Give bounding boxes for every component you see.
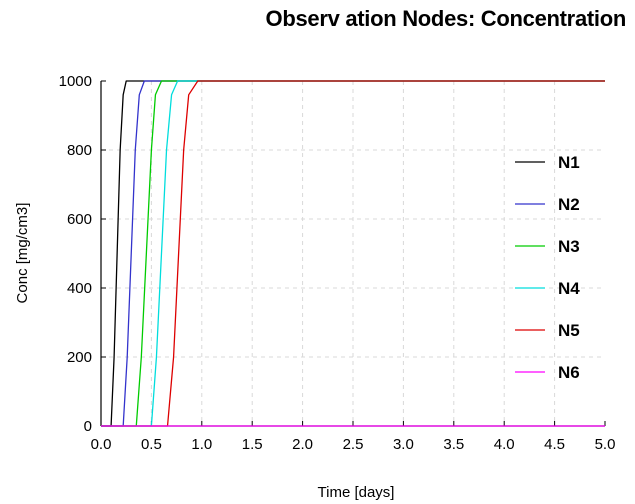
y-axis-label: Conc [mg/cm3]	[14, 203, 31, 304]
series-group	[101, 80, 605, 427]
x-tick-label: 2.0	[292, 436, 313, 453]
chart-title: Observ ation Nodes: Concentration	[265, 6, 627, 31]
y-tick-label: 600	[67, 211, 92, 228]
x-tick-label: 4.0	[494, 436, 515, 453]
x-tick-label: 1.0	[191, 436, 212, 453]
legend-label-n5: N5	[558, 321, 580, 340]
series-line-n2	[101, 80, 605, 427]
x-tick-label: 3.5	[443, 436, 464, 453]
legend-label-n1: N1	[558, 153, 580, 172]
x-tick-label: 0.5	[141, 436, 162, 453]
y-tick-label: 0	[84, 418, 92, 435]
y-tick-label: 1000	[59, 73, 92, 90]
legend-label-n4: N4	[558, 279, 580, 298]
series-line-n3	[101, 80, 605, 427]
x-tick-label: 4.5	[544, 436, 565, 453]
x-axis-label: Time [days]	[318, 484, 395, 501]
series-line-n4	[101, 80, 605, 427]
series-line-n1	[101, 80, 605, 427]
y-tick-label: 800	[67, 142, 92, 159]
x-tick-label: 5.0	[595, 436, 616, 453]
legend: N1 N2 N3 N4 N5 N6	[515, 153, 580, 382]
y-tick-label: 200	[67, 349, 92, 366]
x-tick-label: 2.5	[343, 436, 364, 453]
x-tick-label: 1.5	[242, 436, 263, 453]
grid	[101, 81, 605, 426]
tick-labels: 0.0 0.5 1.0 1.5 2.0 2.5 3.0 3.5 4.0 4.5 5.0 0 200 400…	[59, 73, 616, 453]
legend-label-n3: N3	[558, 237, 580, 256]
legend-label-n6: N6	[558, 363, 580, 382]
legend-label-n2: N2	[558, 195, 580, 214]
x-tick-label: 0.0	[91, 436, 112, 453]
y-tick-label: 400	[67, 280, 92, 297]
x-tick-label: 3.0	[393, 436, 414, 453]
series-line-n5	[101, 80, 605, 427]
